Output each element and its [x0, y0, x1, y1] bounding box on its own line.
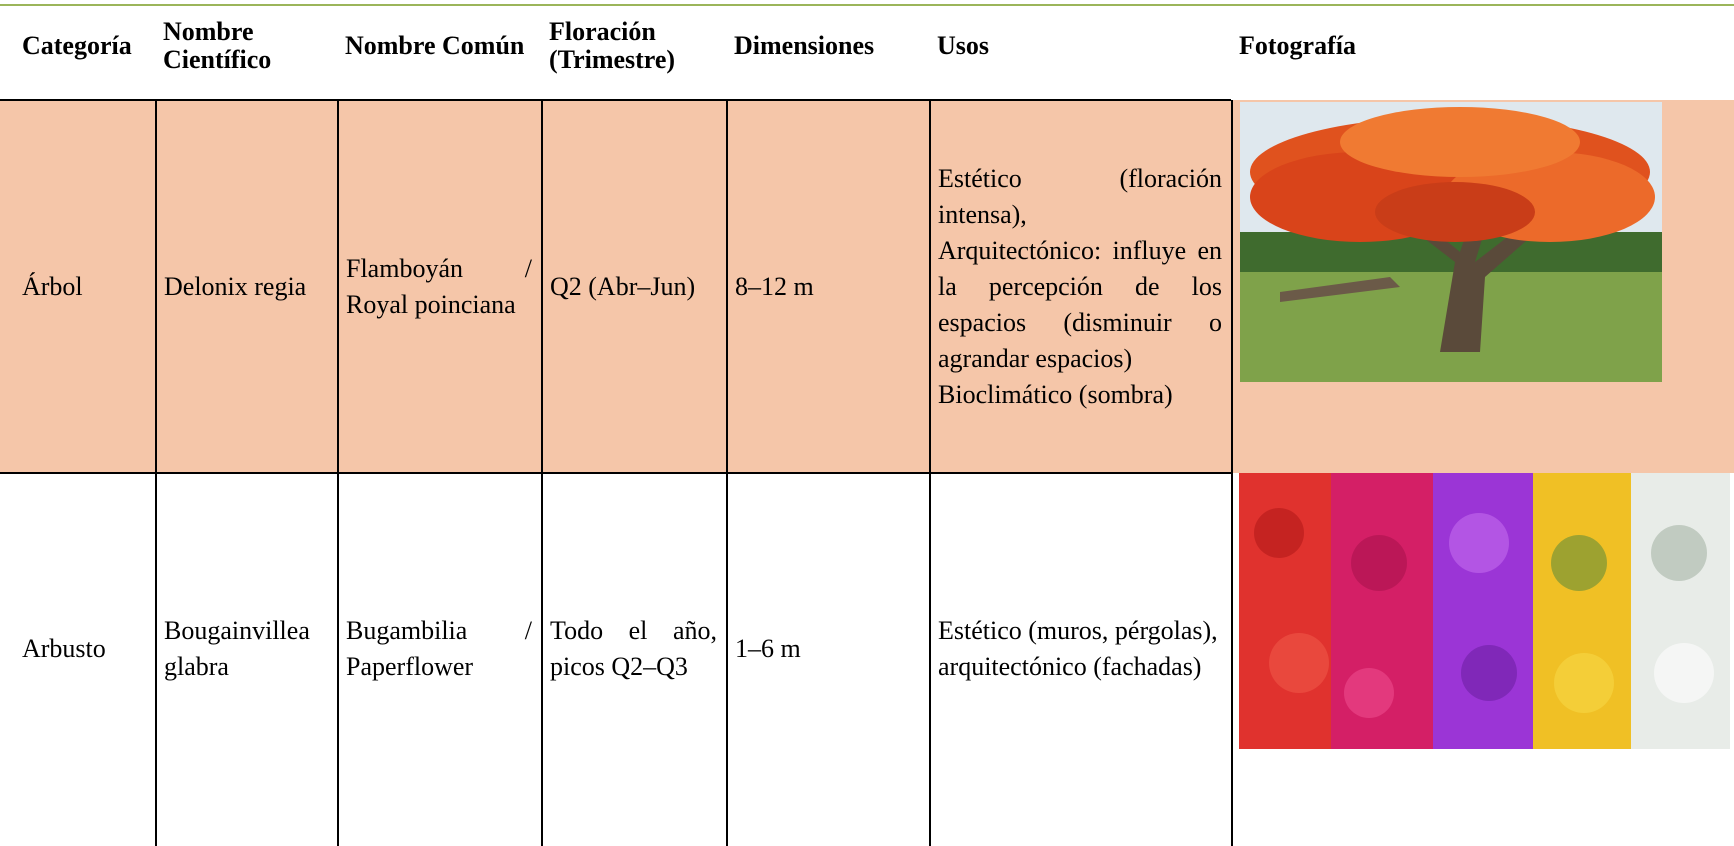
row-border: [0, 99, 1231, 101]
header-cell: Nombre Científico: [163, 17, 272, 74]
column-border: [1231, 100, 1233, 473]
column-border: [1231, 473, 1233, 846]
table-cell: Todo el año, picos Q2–Q3: [550, 615, 717, 681]
table-cell: Árbol: [22, 271, 83, 301]
table-cell: Bugambilia / Paperflower: [346, 615, 532, 681]
table-cell: Q2 (Abr–Jun): [550, 271, 696, 301]
table-row: Arbusto Bougainvillea glabra Bugambilia / …: [0, 473, 1734, 846]
header-cell: Floración (Trimestre): [549, 17, 676, 74]
cell-paragraph: Estético (muros, pérgolas),: [938, 615, 1218, 645]
column-border: [726, 100, 728, 473]
column-border: [155, 473, 157, 846]
table-cell: Bougainvillea glabra: [164, 615, 310, 681]
table-cell: Estético (muros, pérgolas), arquitectónic…: [929, 473, 1231, 846]
column-border: [155, 100, 157, 473]
table-cell: Flamboyán / Royal poinciana: [346, 253, 532, 319]
column-border: [929, 100, 931, 473]
header-cell: Usos: [937, 31, 990, 60]
table-cell: Arbusto: [22, 633, 106, 663]
column-border: [337, 100, 339, 473]
column-border: [541, 473, 543, 846]
column-border: [726, 473, 728, 846]
column-border: [929, 473, 931, 846]
header-cell: Nombre Común: [345, 31, 525, 60]
cell-paragraph: arquitectónico (fachadas): [938, 651, 1202, 681]
column-border: [337, 473, 339, 846]
header-cell: Categoría: [22, 31, 132, 60]
header-cell: Fotografía: [1239, 31, 1356, 60]
row-border: [0, 472, 1231, 474]
table-cell: 8–12 m: [735, 271, 814, 301]
table-cell: Estético (floración intensa), Arquitectón…: [929, 100, 1231, 473]
cell-paragraph: Estético (floración intensa),: [938, 163, 1222, 229]
top-rule: [0, 0, 1734, 6]
photo-flamboyan: [1240, 102, 1662, 382]
table-cell: 1–6 m: [735, 633, 801, 663]
column-border: [541, 100, 543, 473]
table-cell: Delonix regia: [164, 271, 307, 301]
cell-paragraph: Arquitectónico: influye en la percepción…: [938, 235, 1222, 373]
cell-paragraph: Bioclimático (sombra): [938, 379, 1173, 409]
photo-bugambilia: [1239, 473, 1730, 749]
header-cell: Dimensiones: [734, 31, 875, 60]
